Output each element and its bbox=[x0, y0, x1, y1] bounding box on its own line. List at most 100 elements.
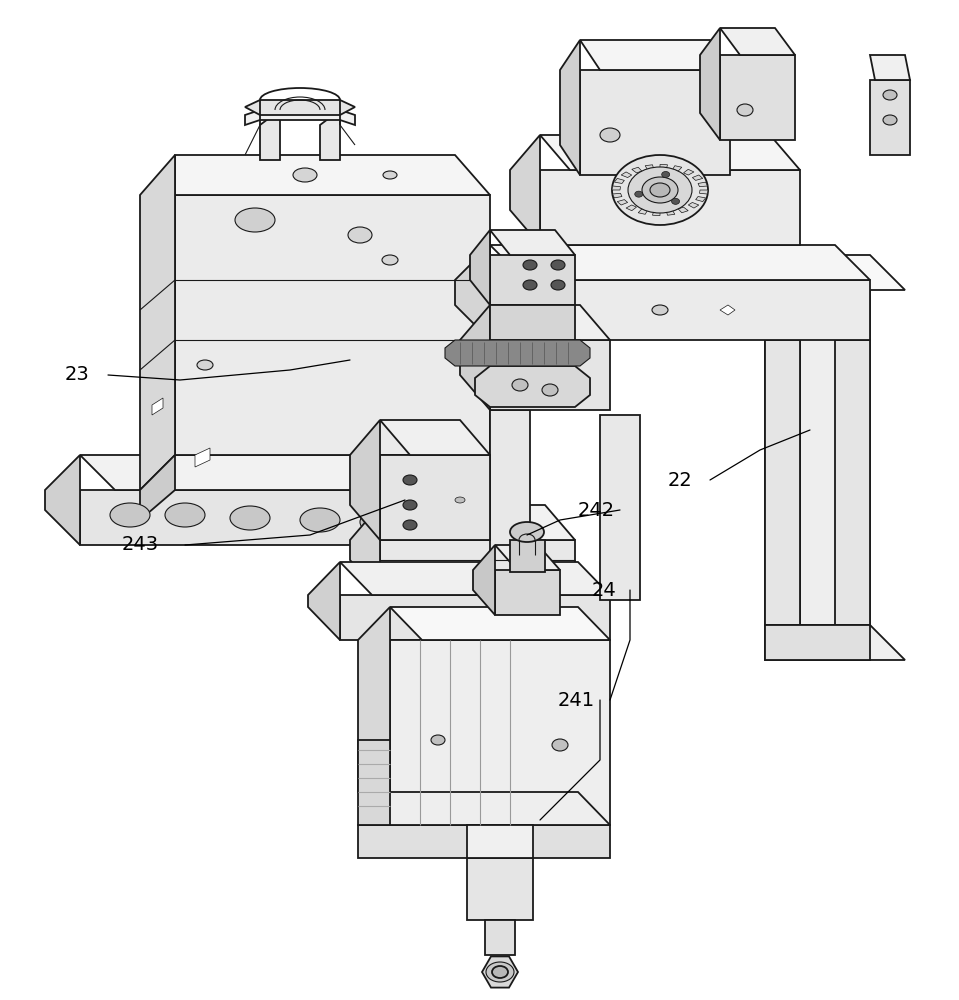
Ellipse shape bbox=[552, 739, 568, 751]
Polygon shape bbox=[765, 625, 905, 660]
Polygon shape bbox=[445, 340, 590, 366]
Polygon shape bbox=[308, 562, 340, 640]
Ellipse shape bbox=[542, 384, 558, 396]
Text: 241: 241 bbox=[558, 690, 596, 710]
Polygon shape bbox=[800, 290, 870, 660]
Polygon shape bbox=[490, 230, 575, 255]
Ellipse shape bbox=[235, 208, 275, 232]
Polygon shape bbox=[460, 305, 490, 410]
Ellipse shape bbox=[403, 520, 417, 530]
Ellipse shape bbox=[600, 128, 620, 142]
Polygon shape bbox=[175, 155, 490, 195]
Ellipse shape bbox=[612, 155, 708, 225]
Polygon shape bbox=[652, 211, 660, 216]
Polygon shape bbox=[340, 595, 610, 640]
Polygon shape bbox=[195, 448, 210, 467]
Polygon shape bbox=[490, 280, 870, 340]
Polygon shape bbox=[482, 956, 518, 988]
Polygon shape bbox=[510, 135, 540, 245]
Ellipse shape bbox=[671, 198, 680, 204]
Text: 23: 23 bbox=[65, 365, 90, 384]
Polygon shape bbox=[720, 28, 795, 55]
Polygon shape bbox=[358, 792, 610, 825]
Polygon shape bbox=[689, 202, 699, 208]
Ellipse shape bbox=[635, 191, 643, 197]
Polygon shape bbox=[260, 110, 280, 160]
Polygon shape bbox=[80, 455, 465, 490]
Polygon shape bbox=[152, 398, 163, 415]
Ellipse shape bbox=[403, 475, 417, 485]
Polygon shape bbox=[490, 245, 870, 280]
Polygon shape bbox=[45, 455, 80, 545]
Polygon shape bbox=[467, 858, 533, 920]
Ellipse shape bbox=[300, 508, 340, 532]
Polygon shape bbox=[473, 545, 495, 615]
Polygon shape bbox=[490, 410, 530, 600]
Ellipse shape bbox=[652, 305, 668, 315]
Polygon shape bbox=[699, 190, 708, 194]
Polygon shape bbox=[618, 200, 627, 205]
Ellipse shape bbox=[642, 177, 678, 203]
Polygon shape bbox=[455, 245, 490, 340]
Polygon shape bbox=[495, 545, 560, 570]
Polygon shape bbox=[390, 607, 610, 640]
Polygon shape bbox=[245, 110, 355, 125]
Polygon shape bbox=[467, 825, 533, 858]
Polygon shape bbox=[540, 135, 800, 170]
Ellipse shape bbox=[523, 280, 537, 290]
Ellipse shape bbox=[551, 260, 565, 270]
Polygon shape bbox=[700, 28, 720, 140]
Ellipse shape bbox=[662, 171, 669, 177]
Ellipse shape bbox=[431, 735, 445, 745]
Ellipse shape bbox=[492, 966, 508, 978]
Polygon shape bbox=[672, 166, 682, 171]
Polygon shape bbox=[380, 505, 575, 540]
Ellipse shape bbox=[110, 503, 150, 527]
Ellipse shape bbox=[512, 379, 528, 391]
Ellipse shape bbox=[737, 104, 753, 116]
Polygon shape bbox=[626, 205, 637, 211]
Polygon shape bbox=[580, 40, 730, 70]
Ellipse shape bbox=[382, 255, 398, 265]
Polygon shape bbox=[495, 570, 560, 615]
Polygon shape bbox=[380, 420, 490, 455]
Ellipse shape bbox=[165, 503, 205, 527]
Ellipse shape bbox=[403, 500, 417, 510]
Polygon shape bbox=[800, 255, 905, 290]
Polygon shape bbox=[612, 186, 620, 190]
Ellipse shape bbox=[230, 506, 270, 530]
Ellipse shape bbox=[360, 510, 400, 534]
Polygon shape bbox=[140, 155, 175, 490]
Polygon shape bbox=[320, 110, 340, 160]
Polygon shape bbox=[580, 70, 730, 175]
Polygon shape bbox=[660, 164, 667, 169]
Polygon shape bbox=[350, 420, 380, 540]
Ellipse shape bbox=[883, 115, 897, 125]
Polygon shape bbox=[720, 55, 795, 140]
Ellipse shape bbox=[455, 497, 465, 503]
Polygon shape bbox=[765, 340, 800, 660]
Polygon shape bbox=[475, 366, 590, 407]
Polygon shape bbox=[645, 165, 654, 170]
Polygon shape bbox=[684, 169, 694, 175]
Polygon shape bbox=[695, 197, 706, 202]
Polygon shape bbox=[615, 178, 624, 183]
Polygon shape bbox=[390, 640, 610, 825]
Polygon shape bbox=[600, 415, 640, 600]
Polygon shape bbox=[485, 920, 515, 955]
Polygon shape bbox=[340, 562, 610, 595]
Polygon shape bbox=[678, 207, 689, 213]
Ellipse shape bbox=[348, 227, 372, 243]
Text: 24: 24 bbox=[592, 580, 617, 599]
Polygon shape bbox=[490, 340, 610, 410]
Polygon shape bbox=[560, 40, 580, 175]
Ellipse shape bbox=[383, 171, 397, 179]
Ellipse shape bbox=[650, 183, 670, 197]
Polygon shape bbox=[510, 540, 545, 572]
Polygon shape bbox=[632, 167, 642, 173]
Polygon shape bbox=[380, 540, 575, 595]
Polygon shape bbox=[358, 740, 390, 825]
Polygon shape bbox=[765, 255, 800, 660]
Polygon shape bbox=[698, 182, 708, 187]
Polygon shape bbox=[613, 193, 622, 198]
